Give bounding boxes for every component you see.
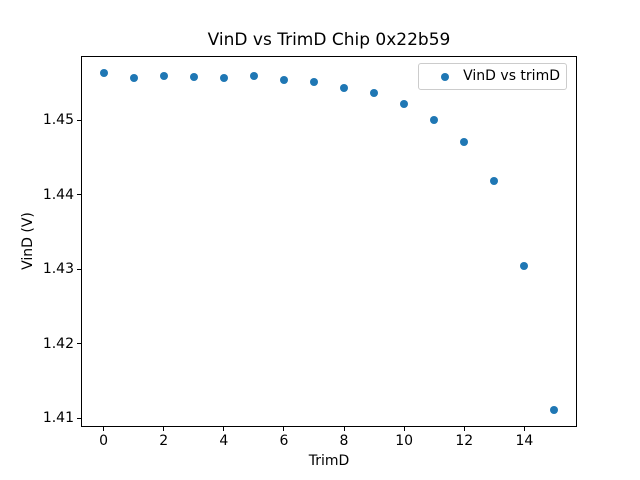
x-tick-label: 12 xyxy=(455,433,474,449)
x-tick-mark xyxy=(523,427,525,431)
y-tick-label: 1.41 xyxy=(42,410,74,427)
x-tick-label: 4 xyxy=(219,433,229,449)
x-tick-mark xyxy=(163,427,165,431)
y-axis-label: VinD (V) xyxy=(20,212,36,270)
x-tick-mark xyxy=(223,427,225,431)
x-tick-label: 2 xyxy=(159,433,169,449)
x-tick-mark xyxy=(463,427,465,431)
y-tick-label: 1.42 xyxy=(42,335,74,352)
x-axis-label: TrimD xyxy=(308,453,350,469)
legend-marker-dot-icon xyxy=(441,72,450,81)
x-tick-label: 0 xyxy=(99,433,108,449)
x-tick-mark xyxy=(403,427,405,431)
x-tick-mark xyxy=(103,427,105,431)
x-tick-mark xyxy=(343,427,345,431)
x-tick-label: 8 xyxy=(339,433,349,449)
plot-area: VinD vs trimD xyxy=(81,56,577,427)
x-tick-label: 14 xyxy=(515,433,534,449)
x-tick-label: 6 xyxy=(279,433,289,449)
y-tick-label: 1.44 xyxy=(42,186,74,203)
x-tick-label: 10 xyxy=(395,433,414,449)
y-tick-label: 1.45 xyxy=(42,112,74,129)
x-tick-mark xyxy=(283,427,285,431)
legend: VinD vs trimD xyxy=(418,63,567,90)
legend-label: VinD vs trimD xyxy=(463,68,560,84)
chart-title: VinD vs TrimD Chip 0x22b59 xyxy=(207,30,451,50)
